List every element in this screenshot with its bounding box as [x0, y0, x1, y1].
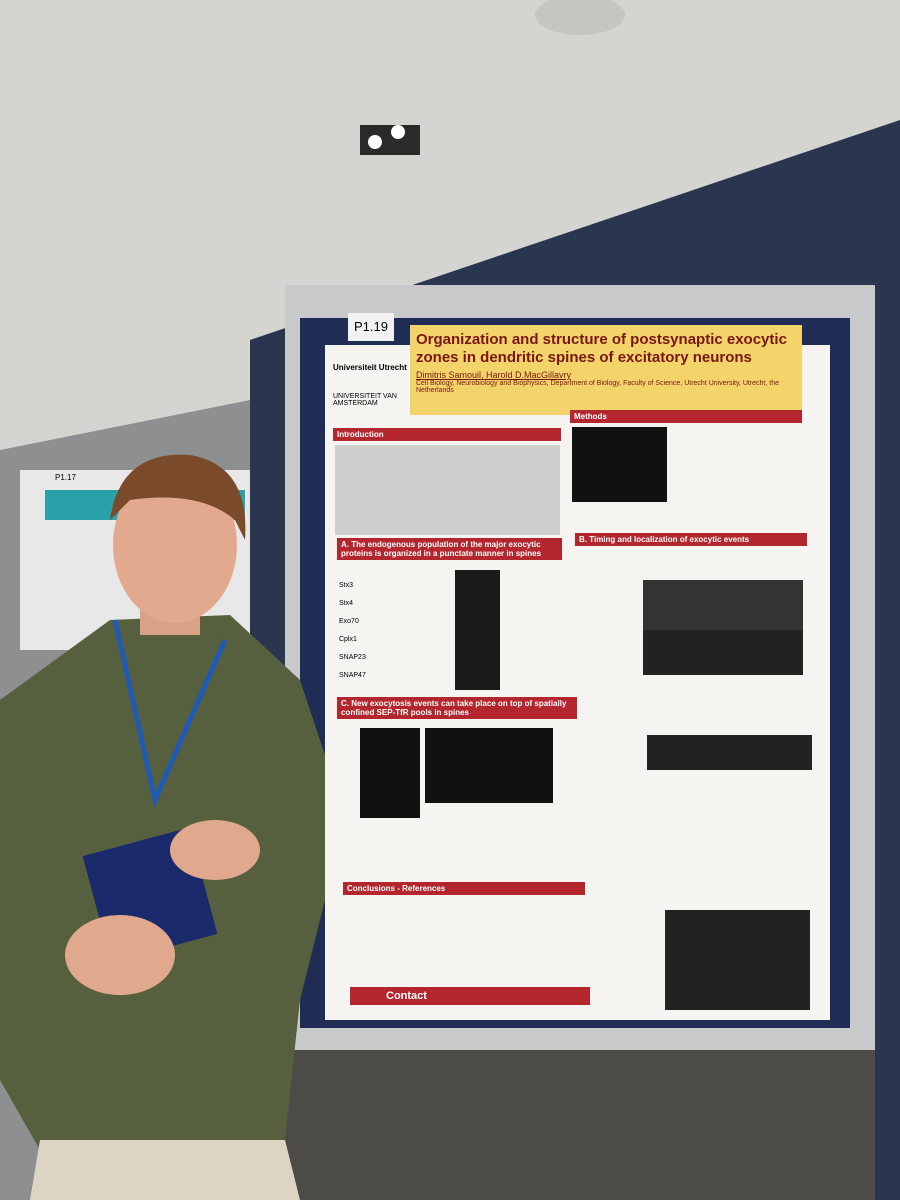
title-box: Organization and structure of postsynapt…: [410, 325, 802, 415]
protein-label: Stx3: [339, 582, 354, 589]
section-header: Conclusions - References: [343, 882, 585, 895]
protein-label: SNAP47: [339, 672, 366, 679]
contact-header: Contact: [350, 987, 590, 1005]
event-images: [643, 630, 803, 675]
event-images: [647, 735, 812, 770]
sep-tfr-image: [360, 728, 420, 818]
protein-list: Stx3 Stx4 Exo70 Cplx1 SNAP23 SNAP47: [339, 577, 366, 685]
event-images: [665, 910, 810, 1010]
section-header: B. Timing and localization of exocytic e…: [575, 533, 807, 546]
merge-images: [455, 570, 500, 690]
lamp: [368, 135, 382, 149]
section-header: Introduction: [333, 428, 561, 441]
sep-tfr-images: [425, 728, 553, 803]
logo: UNIVERSITEIT VAN AMSTERDAM: [333, 393, 397, 407]
speaker: [535, 0, 625, 35]
protein-label: Stx4: [339, 600, 354, 607]
hair: [110, 454, 246, 540]
lamp: [391, 125, 405, 139]
poster: Universiteit Utrecht UNIVERSITEIT VAN AM…: [325, 325, 830, 1020]
section-header: C. New exocytosis events can take place …: [337, 697, 577, 719]
poster-title: Organization and structure of postsynapt…: [416, 331, 787, 366]
side-board-label: P1.17: [55, 473, 76, 482]
authors: Dimitris Samouil, Harold D.MacGillavry: [416, 370, 572, 380]
board-label: P1.19: [348, 313, 394, 341]
section-header: A. The endogenous population of the majo…: [337, 538, 562, 560]
hand: [65, 915, 175, 995]
section-header: Methods: [570, 410, 802, 423]
face: [113, 467, 237, 623]
lanyard: [112, 619, 228, 809]
logo: Universiteit Utrecht: [333, 363, 407, 372]
intro-figure: [335, 445, 560, 535]
protein-label: Exo70: [339, 618, 359, 625]
affiliation: Cell Biology, Neurobiology and Biophysic…: [416, 380, 779, 394]
carpet-panel: [285, 1050, 875, 1200]
protein-label: SNAP23: [339, 654, 366, 661]
neuron-image: [572, 427, 667, 502]
hand: [170, 820, 260, 880]
trousers: [30, 1140, 300, 1200]
protein-label: Cplx1: [339, 636, 357, 643]
